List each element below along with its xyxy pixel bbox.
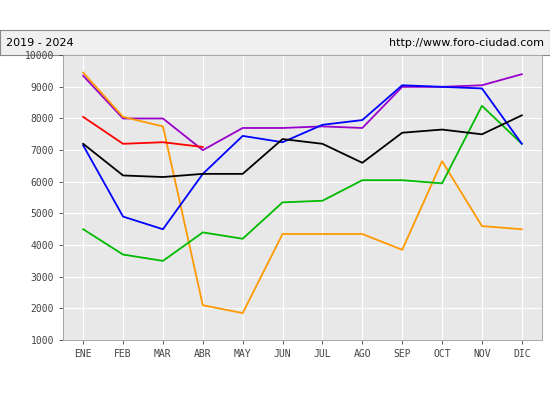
Text: http://www.foro-ciudad.com: http://www.foro-ciudad.com xyxy=(389,38,544,48)
Text: Evolucion Nº Turistas Nacionales en el municipio de Viladecans: Evolucion Nº Turistas Nacionales en el m… xyxy=(39,8,512,22)
Text: 2019 - 2024: 2019 - 2024 xyxy=(6,38,73,48)
